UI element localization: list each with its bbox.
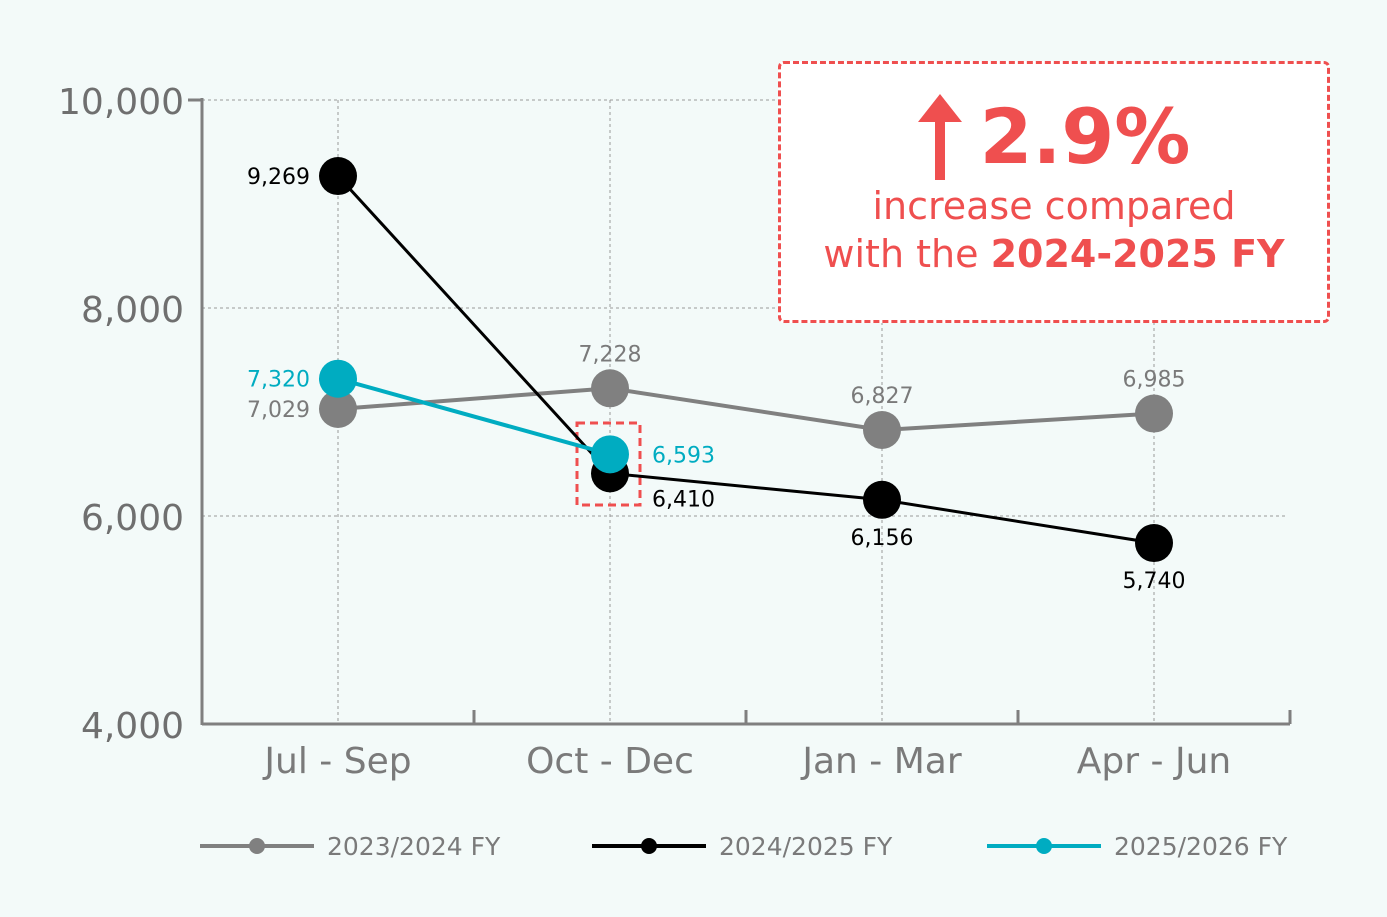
y-tick-label: 8,000 [81, 290, 184, 331]
callout-line1: increase compared [872, 184, 1236, 228]
data-point [319, 157, 357, 196]
data-label: 5,740 [1123, 569, 1186, 594]
data-point [1135, 524, 1173, 563]
increase-callout: 2.9% increase compared with the 2024-202… [778, 61, 1330, 323]
arrow-up-icon [917, 94, 962, 180]
x-tick-label: Apr - Jun [1077, 741, 1231, 782]
data-point [1135, 394, 1173, 433]
callout-line2-bold: 2024-2025 FY [990, 232, 1285, 276]
data-label: 9,269 [247, 165, 310, 190]
series-line-2 [337, 376, 611, 457]
legend-marker [641, 838, 657, 854]
data-label: 6,827 [851, 384, 914, 409]
y-tick-label: 4,000 [81, 706, 184, 747]
legend-label: 2023/2024 FY [327, 832, 501, 861]
data-label: 6,985 [1123, 368, 1186, 393]
legend-label: 2025/2026 FY [1114, 832, 1288, 861]
increase-value: 2.9% [979, 92, 1191, 181]
data-point [591, 369, 629, 408]
data-point [863, 410, 901, 449]
x-tick-label: Oct - Dec [526, 741, 694, 782]
series-line-1 [336, 175, 1155, 545]
data-label: 6,156 [851, 526, 914, 551]
callout-line2-prefix: with the [823, 232, 991, 276]
data-label: 7,320 [247, 368, 310, 393]
legend-marker [249, 838, 265, 854]
legend-marker [1036, 838, 1052, 854]
data-point [319, 359, 357, 398]
data-label: 7,029 [247, 398, 310, 423]
data-label: 6,410 [652, 487, 715, 512]
data-label: 7,228 [579, 342, 642, 367]
data-point [591, 435, 629, 474]
callout-line2: with the 2024-2025 FY [781, 230, 1327, 278]
data-point [863, 480, 901, 519]
legend-label: 2024/2025 FY [719, 832, 893, 861]
data-label: 6,593 [652, 443, 715, 468]
x-tick-label: Jul - Sep [262, 741, 411, 782]
y-tick-label: 10,000 [58, 82, 184, 123]
x-tick-label: Jan - Mar [800, 741, 961, 782]
data-point [319, 389, 357, 428]
y-tick-label: 6,000 [81, 498, 184, 539]
highlight-box [575, 421, 642, 507]
series-line-0 [337, 386, 1155, 433]
